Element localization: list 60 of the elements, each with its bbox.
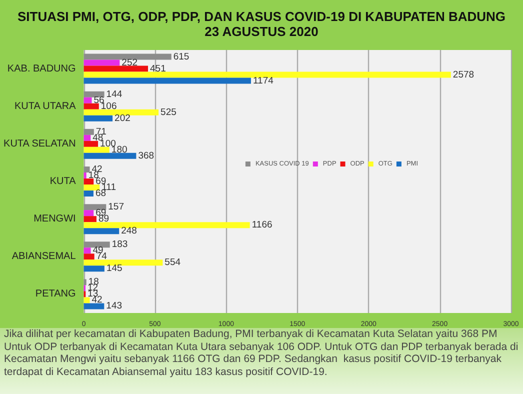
data-label: 1166: [252, 220, 272, 231]
data-label: 145: [106, 263, 122, 274]
data-label: 183: [112, 239, 128, 250]
data-label: 451: [150, 63, 166, 74]
bar: [84, 134, 91, 141]
y-tick-label: KUTA SELATAN: [4, 138, 76, 150]
bar: [84, 216, 96, 222]
bar: [84, 128, 94, 135]
bar: [84, 204, 106, 210]
y-tick-label: ABIANSEMAL: [12, 251, 76, 262]
bar: [84, 166, 90, 172]
bar: [84, 297, 90, 304]
data-label: 106: [100, 100, 117, 112]
bar: [84, 54, 172, 60]
data-label: 157: [108, 202, 124, 213]
bar: [84, 210, 94, 216]
bar: [84, 72, 451, 78]
bar: [84, 66, 148, 72]
bar: [84, 103, 99, 110]
y-tick-label: KUTA UTARA: [14, 100, 76, 112]
bar: [84, 242, 110, 248]
y-tick-label: KUTA: [50, 176, 76, 187]
bar: [84, 60, 120, 66]
y-tick-label: KAB. BADUNG: [7, 63, 76, 74]
data-label: 143: [106, 300, 122, 312]
bar: [84, 228, 120, 234]
data-label: 252: [122, 57, 138, 68]
bar: [84, 260, 163, 266]
bar: [84, 146, 110, 153]
y-tick-label: MENGWI: [34, 214, 76, 225]
bar: [84, 172, 86, 178]
bar: [84, 178, 94, 184]
data-label: 525: [160, 106, 176, 118]
bar: [84, 152, 136, 159]
y-tick-label: PETANG: [35, 288, 76, 300]
bar: [84, 115, 113, 122]
data-label: 202: [114, 112, 130, 124]
data-label: 2578: [452, 69, 474, 80]
data-label: 144: [106, 88, 122, 100]
data-label: 248: [121, 226, 137, 237]
chart-title: SITUASI PMI, OTG, ODP, PDP, DAN KASUS COVID-19 DI KABUPATEN BADUNG 23 AGUSTUS 2020: [17, 9, 506, 39]
bar: [84, 248, 91, 254]
bar: [84, 78, 251, 84]
bar: [84, 222, 250, 228]
bar: [84, 140, 98, 147]
bar: [84, 279, 86, 286]
bar: [84, 109, 159, 116]
bar: [84, 91, 104, 98]
bar: [84, 254, 94, 260]
data-label: 554: [164, 257, 181, 268]
data-label: 68: [95, 188, 106, 199]
data-label: 615: [173, 51, 190, 62]
bar: [84, 190, 94, 196]
text: Jika dilihat per kecamatan di Kabupaten Badung, PMI terbanyak di Kecamatan Kuta Selatan yaitu 368 PM Untuk ODP terbanyak di Kecamatan Kuta Utara sebanyak 106 ODP. Untuk OTG dan PDP terbanyak berada di Kecamatan Mengwi yaitu sebanyak 1166 OTG dan 69 PDP. Sedangkan kasus positif COVID-19 terbanyak terdapat di Kecamatan Abiansemal yaitu 183 kasus positif COVID-19.: [0, 328, 523, 394]
data-label: 368: [138, 150, 154, 162]
bar: [84, 266, 104, 272]
bar: [84, 184, 100, 190]
bar: [84, 303, 104, 310]
bar: [84, 97, 92, 104]
data-label: 1174: [252, 75, 274, 86]
